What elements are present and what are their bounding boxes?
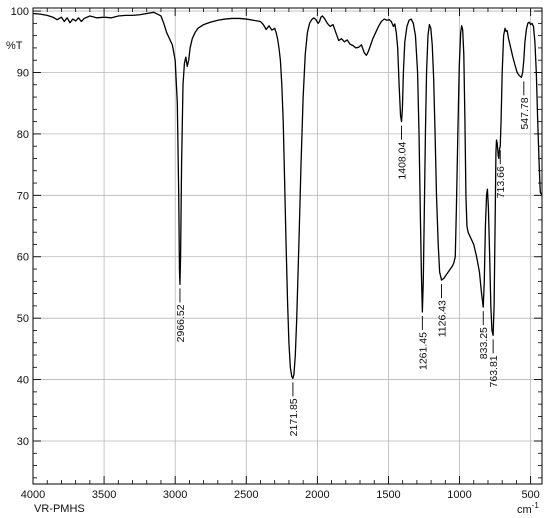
peak-label-group: 763.81 (488, 355, 500, 387)
peak-label: 713.66 (495, 166, 507, 198)
y-tick-label: 100 (11, 6, 29, 18)
x-axis-unit-base: cm (517, 504, 532, 516)
x-axis-unit-exponent: -1 (532, 501, 540, 510)
peak-label: 833.25 (478, 327, 490, 359)
y-tick-label: 80 (17, 129, 29, 141)
x-tick-label: 2000 (305, 489, 329, 501)
peak-label-group: 713.66 (495, 166, 507, 198)
x-tick-label: 1000 (447, 489, 471, 501)
peak-label: 1261.45 (417, 332, 429, 370)
peak-annotations: 2966.52 2171.85 1408.04 1261.45 1126.43 833.2… (175, 81, 531, 436)
y-axis-label: %T (6, 40, 23, 52)
x-tick-label: 2500 (234, 489, 258, 501)
peak-label-group: 1408.04 (397, 141, 409, 179)
axis-ticks (32, 8, 542, 484)
x-tick-labels: 4000 3500 3000 2500 2000 1500 1000 500 (21, 489, 540, 501)
peak-label-group: 1261.45 (417, 332, 429, 370)
spectrum-line (32, 11, 543, 380)
y-tick-label: 30 (17, 436, 29, 448)
peak-label: 1126.43 (437, 300, 449, 337)
y-tick-label: 60 (17, 252, 29, 264)
peak-label: 2171.85 (288, 398, 300, 436)
plot-area (32, 7, 543, 485)
peak-label: 547.78 (519, 97, 531, 129)
y-tick-label: 70 (17, 190, 29, 202)
peak-label: 763.81 (488, 355, 500, 387)
y-tick-label: 40 (17, 375, 29, 387)
x-tick-label: 4000 (21, 489, 45, 501)
peak-label-group: 2171.85 (288, 398, 300, 436)
peak-label: 2966.52 (175, 304, 187, 342)
y-tick-labels: 30 40 50 60 70 80 90 100 (11, 6, 29, 448)
x-tick-label: 500 (521, 489, 539, 501)
peak-label-group: 2966.52 (175, 304, 187, 342)
x-tick-label: 1500 (376, 489, 400, 501)
peak-label-group: 833.25 (478, 327, 490, 359)
peak-label-group: 547.78 (519, 97, 531, 129)
x-tick-label: 3000 (163, 489, 187, 501)
peak-label: 1408.04 (397, 141, 409, 179)
sample-label: VR-PMHS (34, 503, 85, 515)
x-axis-unit: cm-1 (517, 501, 539, 516)
x-tick-label: 3500 (92, 489, 116, 501)
peak-label-group: 1126.43 (437, 300, 449, 337)
y-tick-label: 50 (17, 313, 29, 325)
y-tick-label: 90 (17, 67, 29, 79)
